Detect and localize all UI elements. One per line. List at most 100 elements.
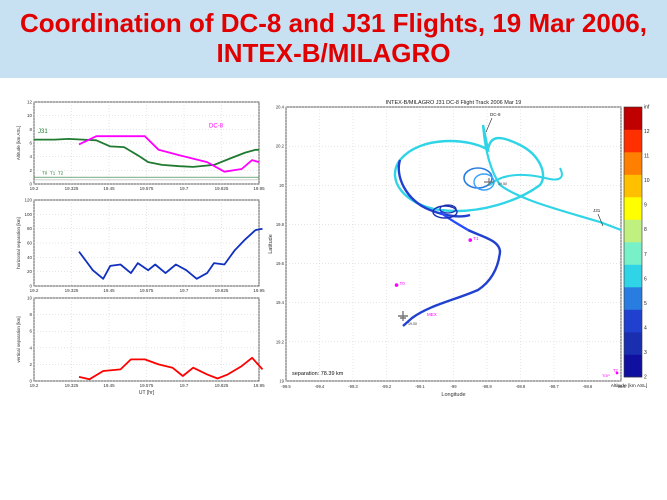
- map-x-axis-label: Longitude: [441, 392, 465, 398]
- y-tick-label: 2: [29, 168, 32, 173]
- y-axis-label: Altitude [km ASL]: [16, 126, 21, 160]
- map-x-tick-label: -99.1: [415, 384, 425, 389]
- y-tick-label: 40: [27, 255, 33, 260]
- colorbar-segment: [624, 242, 642, 265]
- map-y-tick-label: 19.2: [276, 339, 285, 344]
- colorbar-tick-label: 11: [644, 154, 649, 160]
- y-axis-label: horizontal separation [km]: [16, 217, 21, 269]
- j31-map-label: J31: [593, 208, 601, 213]
- j31-loop: [432, 205, 458, 219]
- x-tick-label: 19.825: [215, 186, 229, 191]
- x-tick-label: 19.825: [215, 383, 229, 388]
- j31-track-south: [402, 228, 502, 327]
- dc8-aircraft-icon: [484, 178, 494, 186]
- map-x-tick-label: -99.5: [281, 384, 291, 389]
- colorbar-tick-label: 10: [644, 178, 650, 184]
- map-x-tick-label: -98.8: [516, 384, 526, 389]
- t2-marker: [615, 371, 619, 375]
- colorbar-segment: [624, 197, 642, 220]
- colorbar-segment: [624, 264, 642, 288]
- j31-track-link: [439, 211, 469, 232]
- y-tick-label: 6: [29, 141, 32, 146]
- x-tick-label: 19.95: [253, 186, 265, 191]
- x-tick-label: 19.2: [30, 186, 39, 191]
- map-y-tick-label: 19.4: [276, 300, 285, 305]
- x-axis-label: UT [hr]: [139, 390, 155, 396]
- colorbar-tick-label: 2: [644, 375, 647, 381]
- colorbar-segment: [624, 152, 642, 175]
- map-x-tick-label: -99: [450, 384, 457, 389]
- colorbar-tick-label: inf: [644, 105, 650, 111]
- x-tick-label: 19.825: [215, 288, 229, 293]
- j31-aircraft-icon: [398, 311, 408, 321]
- colorbar-tick-label: 9: [644, 203, 647, 209]
- map-x-tick-label: -98.9: [482, 384, 492, 389]
- y-tick-label: 10: [27, 296, 33, 301]
- colorbar-segment: [624, 287, 642, 310]
- colorbar-tick-label: 4: [644, 325, 647, 331]
- dc8-track-east: [481, 124, 622, 232]
- map-x-tick-label: -98.5: [616, 384, 626, 389]
- y-tick-label: 10: [27, 113, 33, 118]
- colorbar-segment: [624, 174, 642, 198]
- series-line-0: [78, 356, 264, 381]
- map-y-tick-label: 19.6: [276, 261, 285, 266]
- dc8-label: DC-8: [209, 123, 224, 129]
- t0-marker: [394, 283, 399, 287]
- colorbar-label: Altitude [km ASL]: [611, 383, 648, 389]
- mex-label: MEX: [427, 312, 437, 317]
- y-tick-label: 100: [24, 212, 32, 217]
- colorbar-tick-label: 6: [644, 276, 647, 282]
- x-tick-label: 19.7: [180, 288, 189, 293]
- j31-label: J31: [38, 129, 48, 135]
- map-y-axis-label: Latitude: [268, 234, 274, 254]
- map-title: INTEX-B/MILAGRO J31 DC-8 Flight Track 20…: [386, 100, 522, 106]
- y-tick-label: 8: [29, 127, 32, 132]
- x-tick-label: 19.325: [65, 288, 79, 293]
- t1-marker: [468, 238, 473, 242]
- dc8-track-branch: [489, 167, 563, 186]
- slide-title-line1: Coordination of DC-8 and J31 Flights, 19…: [19, 8, 647, 38]
- colorbar-segment: [624, 219, 642, 243]
- dc8-map-label: DC-8: [490, 112, 501, 117]
- track-blue-west: [397, 159, 471, 218]
- y-tick-label: 4: [29, 154, 32, 159]
- y-tick-label: 12: [27, 100, 33, 105]
- x-tick-label: 19.45: [103, 383, 115, 388]
- dc8-track-loop: [393, 124, 545, 213]
- x-tick-label: 19.2: [30, 383, 39, 388]
- t1-label: T1: [50, 170, 56, 175]
- separation-label: separation: 78.39 km: [292, 371, 344, 377]
- horizontal-separation-panel: 19.2 19.325 19.45 19.575 19.7 19.825 19.95 0 20 4…: [16, 198, 265, 294]
- y-tick-label: 0: [29, 379, 32, 384]
- map-x-tick-label: -99.3: [348, 384, 358, 389]
- y-tick-label: 8: [29, 312, 32, 317]
- map-y-tick-label: 19.8: [276, 222, 285, 227]
- map-x-tick-label: -99.4: [315, 384, 325, 389]
- slide-title-line2: INTEX-B/MILAGRO: [216, 38, 451, 68]
- map-x-tick-label: -98.6: [583, 384, 593, 389]
- altitude-panel: 19.2 19.325 19.45 19.575 19.7 19.825 19.95 0 2 4 6…: [16, 100, 265, 192]
- colorbar-segment: [624, 309, 642, 333]
- x-tick-label: 19.575: [140, 383, 154, 388]
- map-x-tick-label: -98.7: [549, 384, 559, 389]
- x-tick-label: 19.45: [103, 186, 115, 191]
- map-y-tick-label: 20.2: [276, 144, 285, 149]
- x-tick-label: 19.45: [103, 288, 115, 293]
- series-line-dc-8: [78, 135, 260, 173]
- x-tick-label: 19.575: [140, 186, 154, 191]
- x-tick-label: 19.95: [253, 383, 265, 388]
- colorbar-segment: [624, 107, 642, 130]
- map-y-tick-label: 20: [279, 183, 284, 188]
- t0-map-label: T0: [400, 281, 406, 286]
- colorbar-segment: [624, 332, 642, 355]
- y-axis-label: vertical separation [km]: [16, 316, 21, 362]
- altitude-colorbar: 2 3 4 5 6 7 8 9 10 11 12 inf Altitude [km ASL]: [611, 105, 650, 390]
- y-tick-label: 2: [29, 362, 32, 367]
- colorbar-frame: [623, 106, 643, 378]
- x-tick-label: 19.7: [180, 383, 189, 388]
- colorbar-tick-label: 8: [644, 227, 647, 233]
- slide-header: Coordination of DC-8 and J31 Flights, 19…: [0, 0, 667, 78]
- colorbar-tick-label: 7: [644, 252, 647, 258]
